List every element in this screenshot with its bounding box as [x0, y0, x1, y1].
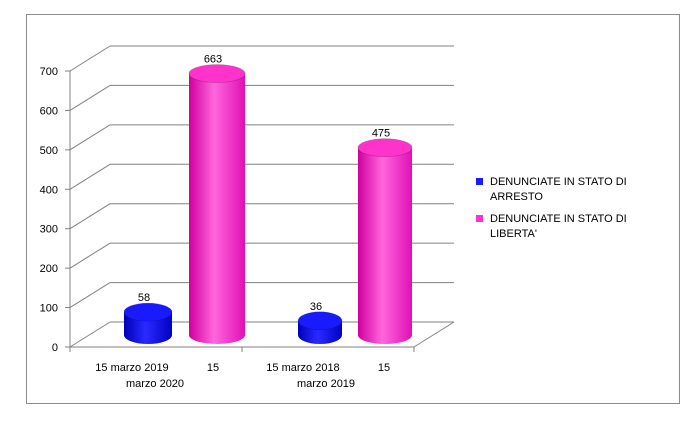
y-tick-label-3: 300: [40, 224, 58, 236]
category-label-1-line2: marzo 2019: [297, 378, 355, 390]
bar-top: [189, 64, 245, 83]
grid-diagonal-6: [69, 84, 111, 111]
y-tick-label-2: 200: [40, 263, 58, 275]
data-label-series0-cat0: 58: [138, 292, 150, 304]
legend-label-0-line1: ARRESTO: [490, 191, 543, 203]
bar-body: [124, 312, 172, 344]
bar-body: [189, 73, 245, 344]
y-tick-label-5: 500: [40, 145, 58, 157]
data-label-series1-cat1: 475: [372, 128, 390, 140]
bar-top-rim: [123, 302, 173, 322]
bar-top: [358, 138, 412, 157]
legend-label-0-line0: DENUNCIATE IN STATO DI: [490, 176, 627, 188]
legend-swatch-1: [476, 215, 483, 222]
bar-series0-cat0: [123, 302, 173, 344]
category-label-0-side: 15: [207, 362, 219, 374]
legend-label-1-line1: LIBERTA': [490, 228, 537, 240]
grid-diagonal-7: [69, 45, 111, 72]
data-label-series1-cat0: 663: [204, 54, 222, 66]
y-tick-label-6: 600: [40, 105, 58, 117]
bar-top-rim: [188, 64, 246, 83]
bar-top: [298, 311, 342, 330]
bar-body: [358, 147, 412, 344]
bar-series1-cat0: [188, 64, 246, 344]
data-label-series0-cat1: 36: [310, 301, 322, 313]
legend-label-1-line0: DENUNCIATE IN STATO DI: [490, 213, 627, 225]
category-label-1-line1: 15 marzo 2018: [266, 362, 339, 374]
bar-top-rim: [357, 138, 413, 158]
floor-right-edge: [413, 321, 455, 348]
category-label-1-side: 15: [378, 362, 390, 374]
grid-diagonal-1: [69, 282, 111, 308]
category-label-0-line2: marzo 2020: [126, 378, 184, 390]
bar-series0-cat1: [297, 311, 343, 344]
bar-top-rim: [297, 311, 343, 331]
grid-diagonal-3: [69, 203, 111, 230]
bar-series1-cat1: [357, 138, 413, 344]
grid-diagonal-2: [69, 242, 111, 269]
y-tick-label-4: 400: [40, 184, 58, 196]
category-label-0-line1: 15 marzo 2019: [95, 362, 168, 374]
grid-diagonal-4: [69, 163, 111, 190]
bar-top: [124, 303, 172, 322]
grid-diagonal-5: [69, 124, 111, 151]
y-tick-label-0: 0: [52, 342, 58, 354]
legend-swatch-0: [476, 178, 483, 185]
y-tick-label-1: 100: [40, 303, 58, 315]
grid-diagonal-0: [69, 321, 111, 348]
y-tick-label-7: 700: [40, 66, 58, 78]
